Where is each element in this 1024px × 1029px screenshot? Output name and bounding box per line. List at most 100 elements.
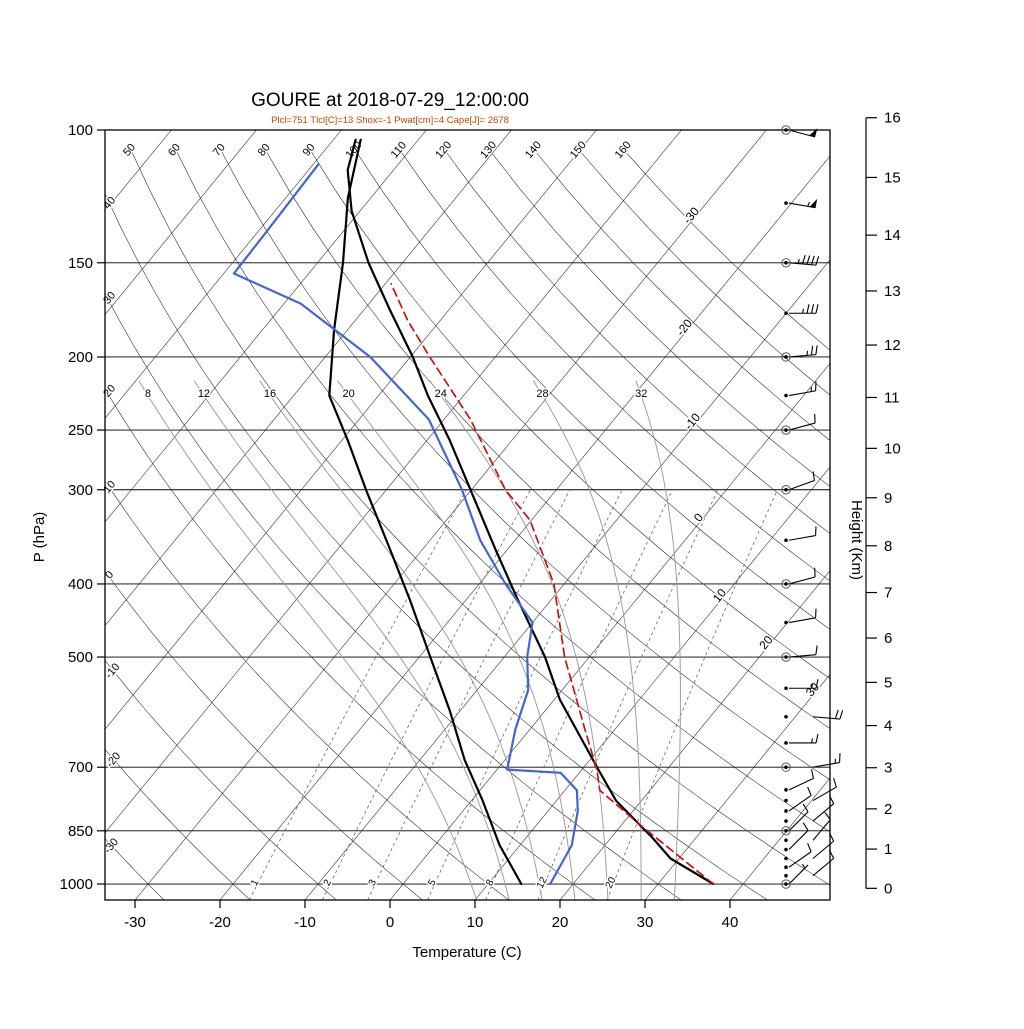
temperature-tick-label: 10 <box>467 914 484 931</box>
wind-level-dot <box>784 809 788 813</box>
wind-level-dot <box>784 538 788 542</box>
parameters-line: Plcl=751 Tlcl[C]=13 Shox=-1 Pwat[cm]=4 C… <box>271 115 509 126</box>
wind-barb-feather <box>816 304 818 313</box>
mixing-ratio-line <box>368 490 570 900</box>
wind-barb-feather <box>808 843 812 852</box>
wind-barb-pennant <box>810 199 817 208</box>
height-tick-label: 12 <box>884 337 901 354</box>
dry-adiabat-label: 30 <box>101 290 118 307</box>
wind-barb-feather <box>811 769 813 778</box>
pressure-tick-label: 850 <box>68 823 93 840</box>
wind-barb-shaft <box>813 787 836 801</box>
mixing-ratio-label: 2 <box>322 878 335 888</box>
wind-barb-feather <box>816 345 817 354</box>
wind-barb-feather <box>803 804 808 812</box>
isotherm-line <box>390 130 1021 900</box>
dry-adiabat-label: 120 <box>433 139 454 161</box>
temperature-tick-label: 0 <box>386 914 394 931</box>
wind-barb-half-feather <box>803 309 804 314</box>
height-tick-label: 11 <box>884 389 900 406</box>
dry-adiabat-line <box>0 146 336 900</box>
wind-level-dot <box>784 829 788 833</box>
wind-barb-feather <box>816 734 818 743</box>
wind-barb-feather <box>816 646 817 655</box>
wind-barb <box>813 778 836 800</box>
dry-adiabat-label: -10 <box>103 661 122 681</box>
wind-level-dot <box>784 799 788 803</box>
wind-level-dot <box>784 838 788 842</box>
dry-adiabat-line <box>397 146 1024 900</box>
pressure-tick-label: 500 <box>68 649 93 666</box>
isotherm-line <box>730 130 1024 900</box>
dry-adiabat-line <box>308 146 1024 900</box>
dry-adiabat-line <box>129 146 853 900</box>
mixing-ratio-line <box>538 490 718 900</box>
wind-level-dot <box>784 865 788 869</box>
mixing-ratio-label: 1 <box>249 878 262 888</box>
wind-barb-shaft <box>789 618 816 623</box>
wind-barb-shaft <box>789 481 814 490</box>
moist-adiabat-label: 16 <box>264 388 276 400</box>
wind-barb-feather <box>808 787 812 796</box>
isotherm-line <box>135 130 766 900</box>
wind-barb-shaft <box>789 812 808 831</box>
height-axis-label: Height (Km) <box>848 500 865 580</box>
isotherm-label: 20 <box>756 633 775 652</box>
pressure-tick-label: 300 <box>68 482 93 499</box>
sounding-curves <box>234 140 714 884</box>
wind-barb-column <box>782 126 843 888</box>
height-tick-label: 8 <box>884 538 892 555</box>
dry-adiabat-label: 130 <box>478 139 499 161</box>
dry-adiabat-label: 110 <box>389 139 409 160</box>
dry-adiabat-line <box>174 146 940 900</box>
isotherm-label: -20 <box>673 316 695 339</box>
wind-level-dot <box>784 741 788 745</box>
mixing-ratio-label: 20 <box>604 875 619 890</box>
wind-barb <box>789 526 816 540</box>
wind-barb-half-feather <box>812 738 813 743</box>
height-tick-label: 15 <box>884 169 901 186</box>
height-tick-label: 13 <box>884 283 901 300</box>
isotherm-line <box>50 130 681 900</box>
wind-barb-feather <box>811 346 812 355</box>
dry-adiabat-line <box>219 146 1024 900</box>
dry-adiabat-label: 80 <box>256 142 273 159</box>
pressure-tick-label: 700 <box>68 759 93 776</box>
isotherm-line <box>0 130 171 900</box>
height-tick-label: 14 <box>884 227 901 244</box>
wind-barb <box>813 753 840 767</box>
moist-adiabat-label: 8 <box>145 388 151 400</box>
dry-adiabat-line <box>85 146 768 900</box>
height-tick-label: 10 <box>884 440 901 457</box>
dry-adiabat-label: 60 <box>166 142 183 159</box>
wind-level-dot <box>784 848 788 852</box>
wind-level-dot <box>784 201 788 205</box>
isotherm-line <box>645 130 1024 900</box>
wind-level-dot <box>784 261 788 265</box>
mixing-ratio-line <box>428 490 623 900</box>
temperature-tick-label: -30 <box>124 914 146 931</box>
wind-barb <box>789 255 819 265</box>
mixing-ratio-label: 3 <box>367 878 380 888</box>
dry-adiabat-label: 20 <box>101 383 118 400</box>
height-tick-label: 16 <box>884 110 901 127</box>
wind-level-dot <box>784 488 788 492</box>
pressure-tick-label: 250 <box>68 422 93 439</box>
wind-barb-feather <box>813 471 814 480</box>
dry-adiabat-label: 70 <box>211 142 228 159</box>
moist-adiabat-label: 32 <box>635 388 647 400</box>
wind-barb <box>813 710 843 719</box>
mixing-ratio-label: 5 <box>426 878 439 888</box>
dry-adiabat-label: 50 <box>121 142 138 159</box>
wind-barb-shaft <box>789 830 808 849</box>
temperature-tick-label: 40 <box>722 914 739 931</box>
wind-barb-shaft <box>789 577 815 584</box>
wind-barb-feather <box>834 778 837 787</box>
temperature-curve <box>348 140 714 884</box>
isotherm-label: -10 <box>681 410 703 433</box>
wind-level-dot <box>784 715 788 719</box>
wind-level-dot <box>784 857 788 861</box>
dry-adiabat-line <box>531 146 1024 900</box>
